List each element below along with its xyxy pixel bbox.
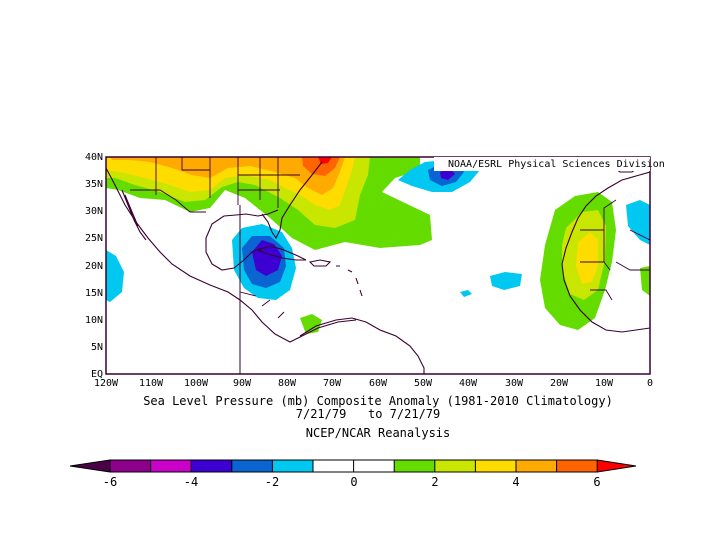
lon-label-70w: 70W (323, 378, 342, 389)
map-frame (105, 156, 651, 375)
colorbar-bin-3-4 (475, 460, 516, 472)
lon-label-40w: 40W (459, 378, 478, 389)
lon-label-110w: 110W (139, 378, 164, 389)
positive-anomaly-level5 (110, 157, 345, 195)
lon-label-30w: 30W (505, 378, 524, 389)
colorbar-tick-6: 6 (593, 475, 600, 489)
negative-anomaly-small (460, 290, 472, 297)
border-us-mexico (130, 189, 206, 213)
positive-anomaly-west-africa-l4 (576, 232, 598, 284)
positive-anomaly-sahara (640, 266, 650, 296)
coast-caribbean-islands (336, 265, 363, 297)
colorbar-bin-1-2 (394, 460, 435, 472)
border-central-america (239, 291, 285, 319)
lat-label-15n: 15N (85, 288, 103, 299)
lon-label-0: 0 (647, 378, 653, 389)
colorbar-tick-m2: -2 (265, 475, 279, 489)
lat-label-40n: 40N (85, 152, 103, 163)
negative-anomaly-mid-atlantic (490, 272, 522, 290)
lat-label-20n: 20N (85, 261, 103, 272)
coast-gulf-of-mexico (205, 209, 279, 271)
lon-label-120w: 120W (94, 378, 119, 389)
coast-baja (121, 189, 147, 241)
map-plot-area: NOAA/ESRL Physical Sciences Division (105, 156, 665, 375)
coast-florida (261, 161, 323, 240)
border-west-africa (580, 199, 650, 301)
latitude-labels: 40N 35N 30N 25N 20N 15N 10N 5N EQ (85, 152, 103, 380)
colorbar-bin-0-1 (353, 460, 395, 472)
colorbar-bin-m3-m2 (231, 460, 273, 472)
lat-label-25n: 25N (85, 233, 103, 244)
colorbar-arrow-left (70, 460, 110, 472)
lat-label-30n: 30N (85, 206, 103, 217)
colorbar-tick-2: 2 (431, 475, 438, 489)
political-borders (130, 157, 650, 374)
border-us-states (155, 157, 300, 208)
lon-label-60w: 60W (369, 378, 388, 389)
colorbar-arrow-right (597, 460, 636, 472)
lon-label-100w: 100W (184, 378, 209, 389)
caption-date-range: 7/21/79 to 7/21/79 (296, 407, 441, 421)
colorbar-bin-m6-m5 (110, 460, 151, 472)
lat-label-10n: 10N (85, 315, 103, 326)
colorbar-bin-m1-0 (313, 460, 354, 472)
colorbar-bin-m2-m1 (272, 460, 313, 472)
colorbar-tick-m6: -6 (103, 475, 117, 489)
negative-anomaly-east-pacific (106, 250, 124, 302)
colorbar-bin-m4-m3 (191, 460, 232, 472)
colorbar-bin-2-3 (434, 460, 476, 472)
lon-label-10w: 10W (595, 378, 614, 389)
caption-title: Sea Level Pressure (mb) Composite Anomal… (143, 394, 613, 408)
colorbar-bin-5-6 (556, 460, 598, 472)
credit-box (434, 157, 650, 171)
lat-label-35n: 35N (85, 179, 103, 190)
lat-label-5n: 5N (91, 342, 103, 353)
colorbar-bin-m5-m4 (150, 460, 192, 472)
figure-captions: Sea Level Pressure (mb) Composite Anomal… (143, 394, 613, 440)
coast-cuba (256, 245, 307, 261)
colorbar-tick-m4: -4 (184, 475, 198, 489)
coast-hispaniola (308, 259, 332, 267)
colorbar-bin-4-5 (516, 460, 557, 472)
colorbar-tick-4: 4 (512, 475, 519, 489)
negative-anomaly-africa-edge (626, 200, 650, 245)
coast-south-america (299, 317, 425, 374)
colorbar: -6 -4 -2 0 2 4 6 (69, 459, 637, 489)
coast-africa-west (561, 171, 650, 333)
lon-label-20w: 20W (550, 378, 569, 389)
colorbar-tick-0: 0 (350, 475, 357, 489)
caption-dataset: NCEP/NCAR Reanalysis (306, 426, 451, 440)
credit-text: NOAA/ESRL Physical Sciences Division (448, 159, 665, 170)
lat-label-eq: EQ (91, 369, 103, 380)
lon-label-80w: 80W (278, 378, 297, 389)
longitude-labels: 120W 110W 100W 90W 80W 70W 60W 50W 40W 3… (94, 378, 653, 389)
positive-anomaly-level6 (302, 157, 340, 176)
lon-label-90w: 90W (233, 378, 252, 389)
colorbar-dividers (109, 460, 598, 472)
lon-label-50w: 50W (414, 378, 433, 389)
